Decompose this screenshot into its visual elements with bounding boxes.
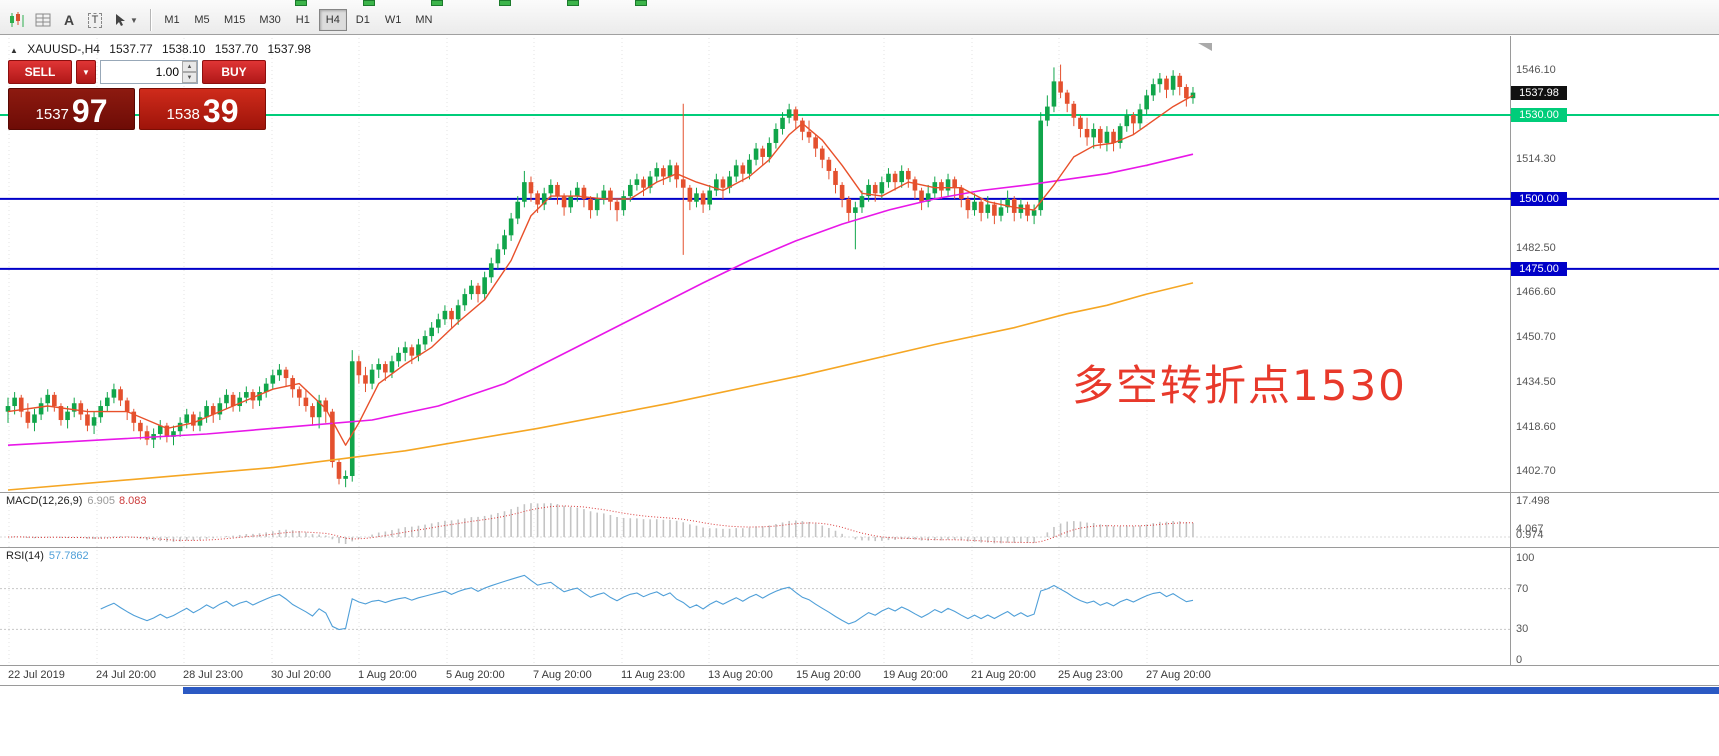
symbol-label: XAUUSD-,H4 <box>27 42 100 56</box>
clipped-toolbar-icon <box>295 0 307 6</box>
clipped-toolbar-icon <box>635 0 647 6</box>
toolbar: A T ▼ M1 M5 M15 M30 H1 H4 D1 W1 MN <box>0 0 1719 35</box>
macd-indicator-label: MACD(12,26,9) 6.905 8.083 <box>6 495 146 507</box>
chinese-annotation-text: 多空转折点1530 <box>1072 361 1407 410</box>
macd-layer <box>0 503 1510 544</box>
volume-field-wrap: ▲ ▼ <box>100 60 198 84</box>
macd-main-value: 6.905 <box>87 495 115 507</box>
text-t-glyph: T <box>87 12 103 28</box>
macd-signal-value: 8.083 <box>118 495 147 507</box>
chevron-down-icon: ▼ <box>130 15 138 25</box>
text-a-glyph: A <box>63 12 75 28</box>
sell-price-main: 1537 <box>35 106 69 123</box>
chart-shift-marker <box>1198 43 1212 51</box>
taskbar-strip <box>183 687 1719 694</box>
timeframe-d1-button[interactable]: D1 <box>349 9 377 31</box>
toolbar-separator <box>150 9 151 31</box>
timeframe-mn-button[interactable]: MN <box>409 9 438 31</box>
close-value: 1537.98 <box>267 42 311 56</box>
rsi-layer <box>0 574 1510 631</box>
high-value: 1538.10 <box>162 42 206 56</box>
grid-icon[interactable] <box>30 8 56 32</box>
chart-ohlc-header: ▲ XAUUSD-,H4 1537.77 1538.10 1537.70 153… <box>10 42 317 56</box>
candlestick-chart-icon[interactable] <box>4 8 30 32</box>
chevron-down-icon: ▼ <box>82 67 90 77</box>
volume-increase-button[interactable]: ▲ <box>182 61 197 72</box>
buy-button[interactable]: BUY <box>202 60 266 84</box>
timeframe-m1-button[interactable]: M1 <box>158 9 186 31</box>
clipped-toolbar-icon <box>431 0 443 6</box>
cursor-tools-dropdown[interactable]: ▼ <box>108 8 144 32</box>
collapse-panel-icon[interactable]: ▲ <box>10 46 18 55</box>
clipped-toolbar-icon <box>499 0 511 6</box>
panel-separators <box>0 36 1719 686</box>
timeframe-m15-button[interactable]: M15 <box>218 9 251 31</box>
timeframe-m5-button[interactable]: M5 <box>188 9 216 31</box>
timeframe-h1-button[interactable]: H1 <box>289 9 317 31</box>
time-gridlines <box>8 38 1148 664</box>
buy-price-pips: 39 <box>202 93 239 129</box>
sell-button[interactable]: SELL <box>8 60 72 84</box>
moving-averages-layer <box>7 94 1194 491</box>
order-type-dropdown[interactable]: ▼ <box>76 60 96 84</box>
timeframe-w1-button[interactable]: W1 <box>379 9 408 31</box>
buy-price-main: 1538 <box>166 106 200 123</box>
volume-decrease-button[interactable]: ▼ <box>182 72 197 83</box>
candles-glyph <box>10 12 24 27</box>
cursor-arrow-icon <box>116 14 126 26</box>
timeframe-m30-button[interactable]: M30 <box>253 9 286 31</box>
rsi-value: 57.7862 <box>48 550 89 562</box>
low-value: 1537.70 <box>214 42 259 56</box>
open-value: 1537.77 <box>109 42 153 56</box>
volume-input[interactable] <box>100 60 198 84</box>
macd-name: MACD(12,26,9) <box>6 495 83 507</box>
sell-price-pips: 97 <box>71 93 108 129</box>
sell-price-display[interactable]: 1537 97 <box>8 88 135 130</box>
text-box-tool-icon[interactable]: T <box>82 8 108 32</box>
timeframe-h4-button[interactable]: H4 <box>318 9 347 31</box>
buy-price-display[interactable]: 1538 39 <box>139 88 266 130</box>
horizontal-line-objects <box>0 113 1719 270</box>
grid-glyph <box>35 13 51 27</box>
rsi-name: RSI(14) <box>6 550 44 562</box>
one-click-trading-panel: SELL ▼ ▲ ▼ BUY 1537 97 1538 39 <box>8 60 266 130</box>
rsi-indicator-label: RSI(14) 57.7862 <box>6 550 89 562</box>
clipped-toolbar-icon <box>363 0 375 6</box>
clipped-toolbar-icon <box>567 0 579 6</box>
text-label-tool-icon[interactable]: A <box>56 8 82 32</box>
